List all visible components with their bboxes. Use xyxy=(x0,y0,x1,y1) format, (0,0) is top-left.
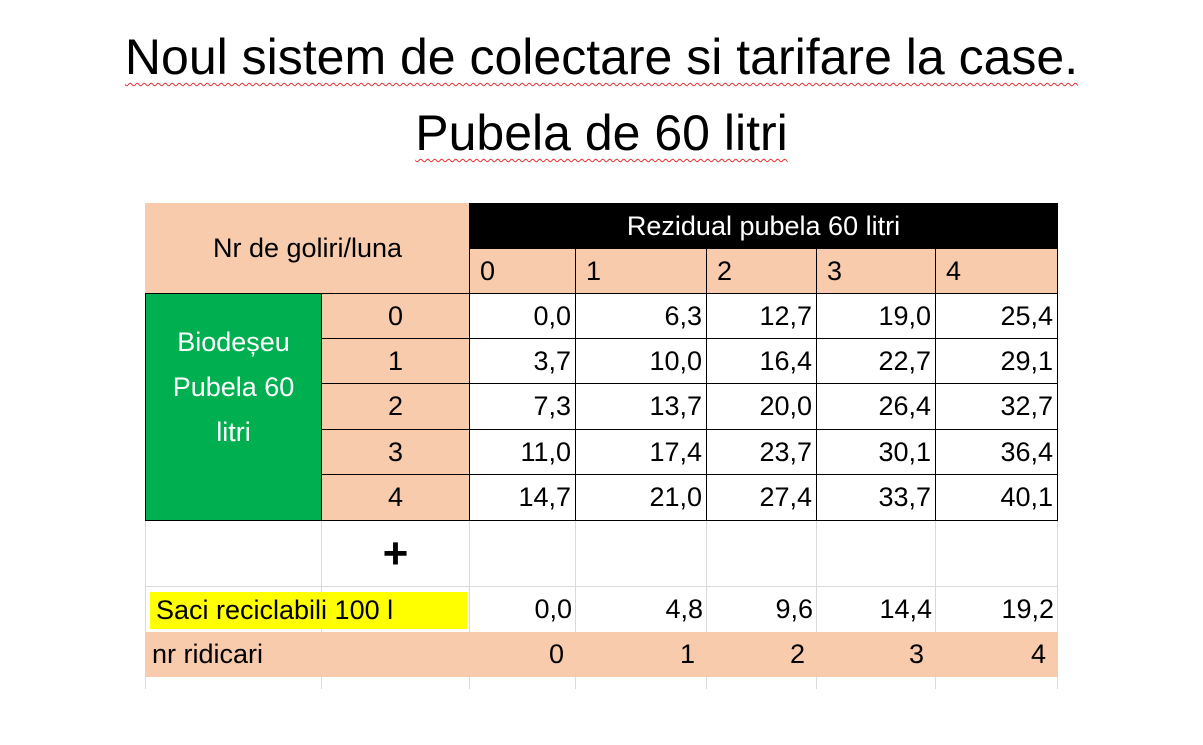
row-label: 4 xyxy=(321,474,470,521)
grid-cell xyxy=(145,520,322,587)
recycle-value: 9,6 xyxy=(775,594,813,624)
value-cell: 27,4 xyxy=(706,474,817,521)
title-text: Noul sistem de colectare si tarifare la … xyxy=(124,29,1079,85)
title-line: Pubela de 60 litri xyxy=(0,104,1203,162)
value-cell: 20,0 xyxy=(706,383,817,430)
value-cell: 3,7 xyxy=(469,338,576,384)
grid-cell xyxy=(816,520,936,587)
row-group-line: litri xyxy=(216,416,251,447)
value-cell: 6,3 xyxy=(575,293,707,339)
group-header: Rezidual pubela 60 litri xyxy=(469,203,1058,250)
value-cell: 23,7 xyxy=(706,429,817,475)
pickups-value: 3 xyxy=(908,639,924,669)
value-cell: 30,1 xyxy=(816,429,936,475)
title-line: Noul sistem de colectare si tarifare la … xyxy=(0,28,1203,86)
pickups-row xyxy=(145,632,1058,677)
value-cell: 13,7 xyxy=(575,383,707,430)
value-cell: 36,4 xyxy=(935,429,1058,475)
row-label: 2 xyxy=(321,383,470,430)
corner-header: Nr de goliri/luna xyxy=(145,203,470,294)
pickups-value: 0 xyxy=(548,639,564,669)
value-cell: 10,0 xyxy=(575,338,707,384)
row-label: 1 xyxy=(321,338,470,384)
pickups-label: nr ridicari xyxy=(152,639,264,669)
value-cell: 12,7 xyxy=(706,293,817,339)
grid-cell xyxy=(935,586,1058,633)
value-cell: 25,4 xyxy=(935,293,1058,339)
pickups-value: 4 xyxy=(1030,639,1046,669)
plus-sign: + xyxy=(382,528,409,578)
grid-cell xyxy=(706,520,817,587)
value-cell: 0,0 xyxy=(469,293,576,339)
column-header: 1 xyxy=(575,249,707,294)
value-cell: 40,1 xyxy=(935,474,1058,521)
value-cell: 26,4 xyxy=(816,383,936,430)
column-header: 0 xyxy=(469,249,576,294)
value-cell: 32,7 xyxy=(935,383,1058,430)
title-text: Pubela de 60 litri xyxy=(415,105,788,161)
pickups-value: 1 xyxy=(679,639,695,669)
value-cell: 17,4 xyxy=(575,429,707,475)
recycle-value: 19,2 xyxy=(1001,594,1054,624)
value-cell: 21,0 xyxy=(575,474,707,521)
row-label: 3 xyxy=(321,429,470,475)
value-cell: 19,0 xyxy=(816,293,936,339)
value-cell: 7,3 xyxy=(469,383,576,430)
value-cell: 11,0 xyxy=(469,429,576,475)
column-header: 2 xyxy=(706,249,817,294)
recycle-value: 0,0 xyxy=(534,594,572,624)
row-group-line: Biodeșeu xyxy=(177,326,290,357)
row-group: Biodeșeu Pubela 60 litri xyxy=(145,293,322,521)
recycle-label: Saci reciclabili 100 l xyxy=(150,592,467,629)
grid-cell xyxy=(935,520,1058,587)
value-cell: 14,7 xyxy=(469,474,576,521)
value-cell: 29,1 xyxy=(935,338,1058,384)
row-label: 0 xyxy=(321,293,470,339)
grid-cell xyxy=(575,520,707,587)
recycle-value: 14,4 xyxy=(879,594,932,624)
value-cell: 16,4 xyxy=(706,338,817,384)
pickups-value: 2 xyxy=(789,639,805,669)
row-group-line: Pubela 60 xyxy=(172,371,295,402)
column-header: 3 xyxy=(816,249,936,294)
grid-cell xyxy=(469,520,576,587)
recycle-value: 4,8 xyxy=(665,594,703,624)
value-cell: 33,7 xyxy=(816,474,936,521)
column-header: 4 xyxy=(935,249,1058,294)
value-cell: 22,7 xyxy=(816,338,936,384)
